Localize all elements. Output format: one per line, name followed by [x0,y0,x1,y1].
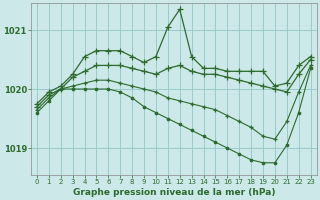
X-axis label: Graphe pression niveau de la mer (hPa): Graphe pression niveau de la mer (hPa) [73,188,275,197]
